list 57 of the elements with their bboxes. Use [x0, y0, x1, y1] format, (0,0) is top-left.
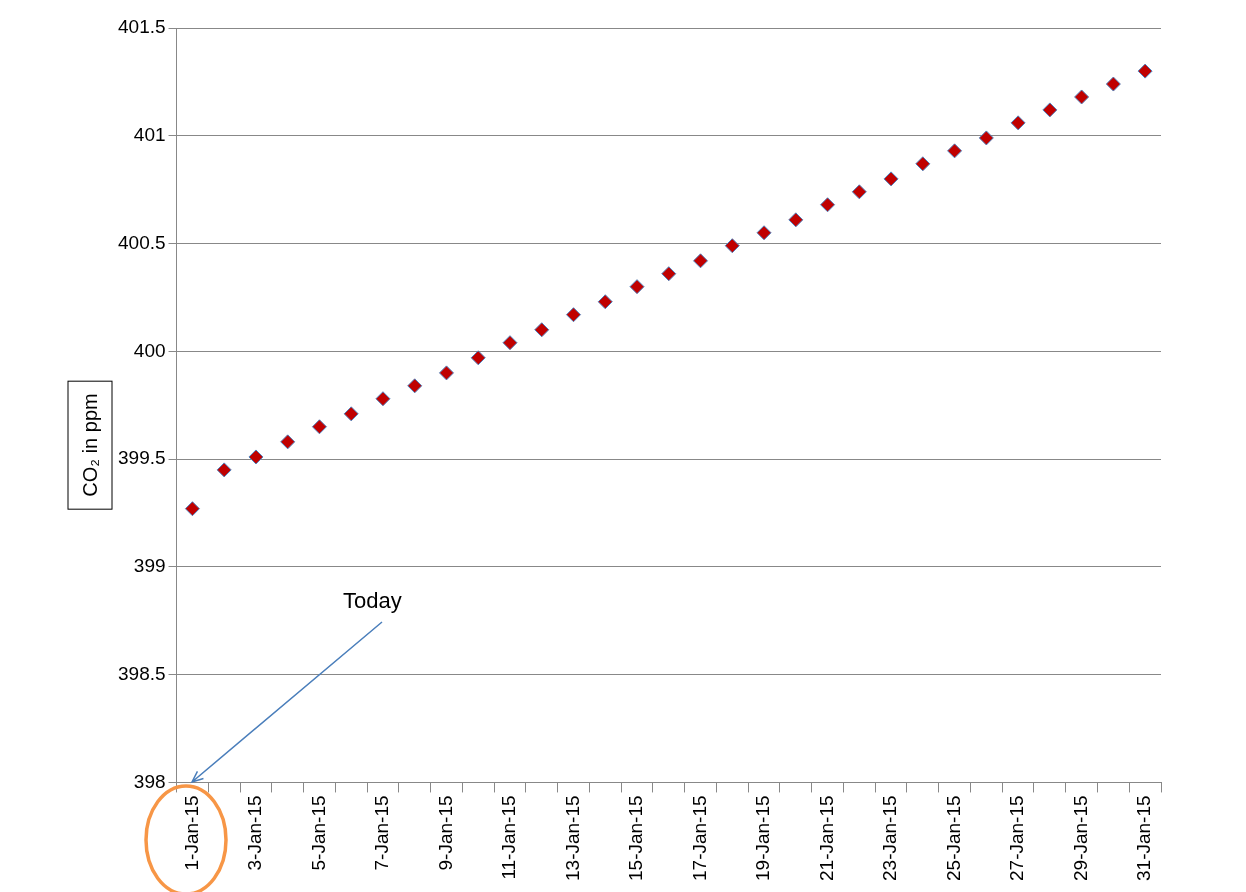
y-tick-label: 401: [133, 124, 166, 146]
point: [597, 294, 613, 310]
x-tick-label: 7-Jan-15: [371, 795, 393, 871]
point: [343, 406, 359, 422]
x-tick-label: 5-Jan-15: [307, 795, 329, 871]
point: [438, 365, 454, 381]
x-tick-label: 23-Jan-15: [879, 795, 901, 882]
y-tick-label: 398: [133, 770, 166, 792]
point: [978, 130, 994, 146]
point: [661, 266, 677, 282]
point: [311, 419, 327, 435]
x-tick-label: 1-Jan-15: [180, 795, 202, 871]
point: [1105, 76, 1121, 92]
point: [566, 307, 581, 323]
point: [851, 184, 867, 200]
point: [883, 171, 899, 187]
y-tick-label: 399: [133, 555, 166, 577]
point: [629, 279, 645, 295]
x-tick-label: 17-Jan-15: [688, 795, 710, 882]
point: [248, 449, 264, 465]
x-tick-label: 29-Jan-15: [1069, 795, 1091, 882]
point: [756, 225, 772, 241]
x-tick-label: 15-Jan-15: [625, 795, 647, 882]
y-axis-title: CO₂ in ppm: [67, 380, 113, 510]
point: [947, 143, 963, 159]
y-tick-label: 399.5: [118, 447, 166, 469]
point: [1010, 115, 1026, 131]
x-tick-label: 13-Jan-15: [561, 795, 583, 882]
x-tick-label: 27-Jan-15: [1006, 795, 1028, 882]
point: [820, 197, 836, 213]
x-tick-label: 11-Jan-15: [498, 795, 520, 880]
y-tick-label: 398.5: [118, 662, 166, 684]
y-tick-label: 400.5: [118, 231, 166, 253]
x-tick-label: 25-Jan-15: [942, 795, 964, 882]
x-tick-label: 19-Jan-15: [752, 795, 774, 882]
point: [280, 434, 296, 450]
point: [216, 462, 232, 478]
point: [534, 322, 550, 338]
point: [693, 253, 709, 269]
point: [470, 350, 486, 366]
x-tick-label: 31-Jan-15: [1133, 795, 1155, 882]
point: [407, 378, 423, 394]
y-tick-label: 401.5: [118, 16, 166, 38]
point: [1042, 102, 1058, 118]
point: [1074, 89, 1090, 105]
x-tick-label: 9-Jan-15: [434, 795, 456, 871]
point: [788, 212, 804, 228]
x-tick-label: 3-Jan-15: [244, 795, 266, 871]
point: [502, 335, 518, 351]
x-tick-label: 21-Jan-15: [815, 795, 837, 882]
point: [915, 156, 931, 172]
annotation: Today: [343, 587, 402, 613]
point: [724, 238, 740, 254]
point: [375, 391, 391, 407]
point: [184, 501, 200, 517]
point: [1137, 63, 1153, 79]
y-tick-label: 400: [133, 339, 166, 361]
